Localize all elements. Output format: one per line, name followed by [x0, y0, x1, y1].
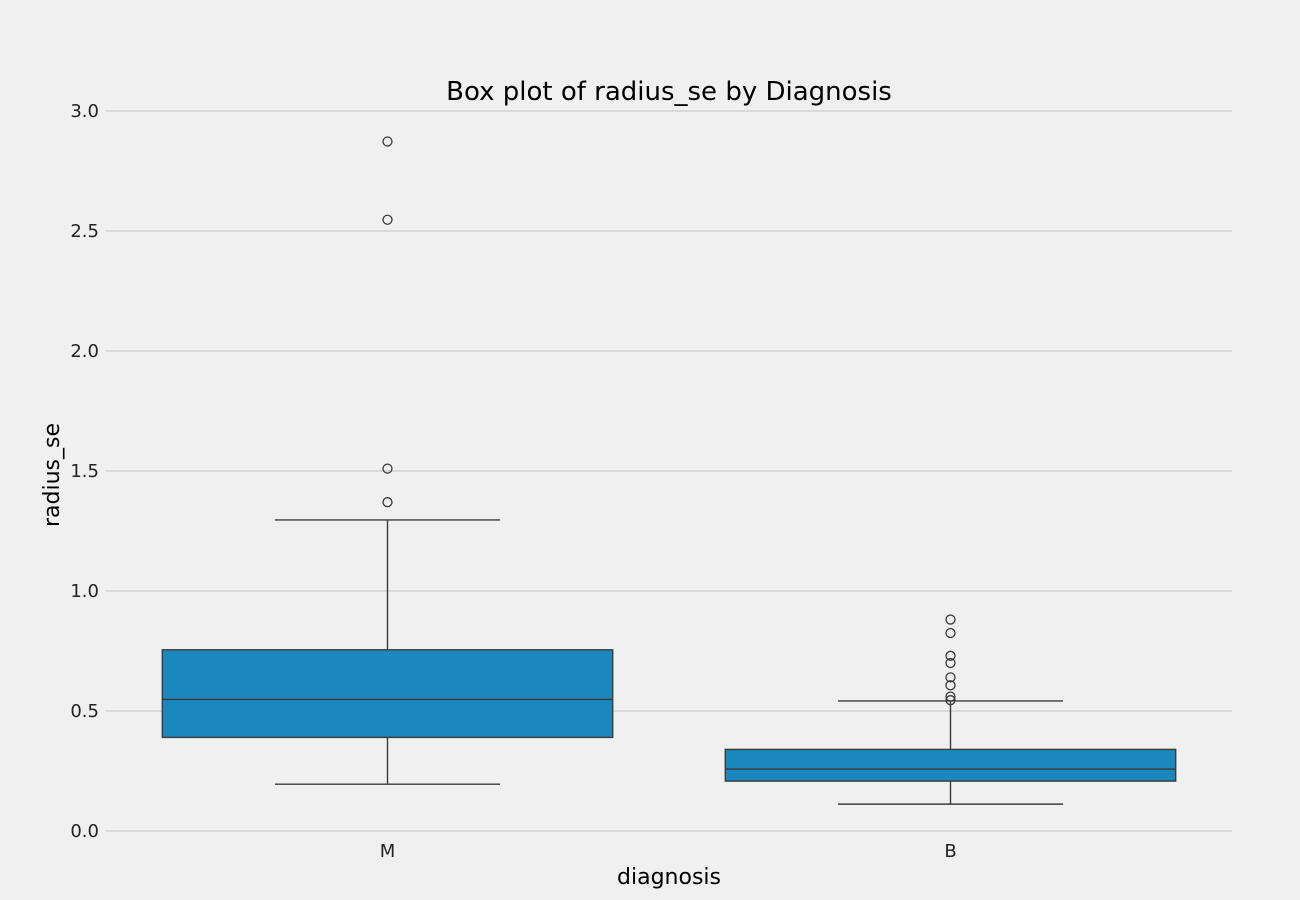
y-tick-label: 1.0	[70, 581, 99, 602]
y-tick-labels: 0.0 0.5 1.0 1.5 2.0 2.5 3.0	[70, 101, 99, 842]
outlier-point	[945, 691, 956, 702]
outlier-point	[945, 680, 956, 691]
chart-title: Box plot of radius_se by Diagnosis	[446, 77, 892, 107]
outlier-point	[382, 463, 393, 474]
outlier-point	[945, 657, 956, 669]
box-iqr	[161, 649, 614, 739]
y-tick-label: 2.0	[70, 341, 99, 362]
x-tick-label: M	[380, 841, 396, 862]
boxes	[161, 136, 1177, 805]
box-iqr	[724, 748, 1177, 782]
outlier-point	[945, 672, 956, 683]
x-tick-label: B	[944, 841, 956, 862]
y-tick-label: 0.5	[70, 701, 99, 722]
outlier-point	[945, 627, 956, 639]
outlier-point	[945, 695, 956, 706]
box-group-M	[161, 136, 614, 785]
y-tick-label: 1.5	[70, 461, 99, 482]
outlier-point	[382, 497, 393, 508]
outlier-point	[945, 614, 956, 625]
outlier-point	[382, 214, 393, 225]
y-axis-label: radius_se	[40, 423, 65, 527]
box-group-B	[724, 614, 1177, 805]
y-tick-label: 3.0	[70, 101, 99, 122]
y-tick-label: 2.5	[70, 221, 99, 242]
outlier-point	[382, 136, 393, 147]
y-tick-label: 0.0	[70, 821, 99, 842]
outlier-point	[945, 650, 956, 661]
x-axis-label: diagnosis	[617, 865, 721, 890]
